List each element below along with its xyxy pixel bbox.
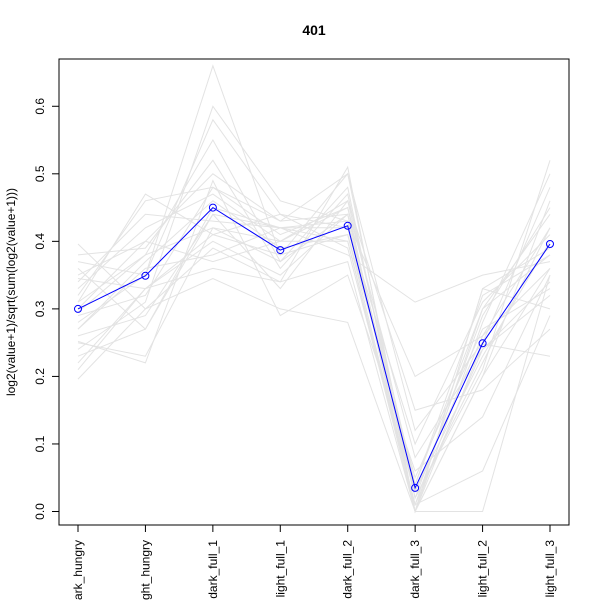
background-series-line xyxy=(77,227,551,506)
y-axis: 0.0 0.1 0.2 0.3 0.4 0.5 0.6 xyxy=(33,98,60,520)
y-tick-label: 0.6 xyxy=(33,98,47,115)
x-tick-label: dark_full_1 xyxy=(206,540,220,599)
highlight-series-group xyxy=(74,203,554,492)
background-series-line xyxy=(77,206,551,513)
background-series-line xyxy=(77,118,551,507)
background-series-line xyxy=(77,105,551,493)
background-series-line xyxy=(77,173,551,500)
highlight-series-point xyxy=(411,483,420,492)
x-tick-label: ght_hungry xyxy=(138,540,152,600)
y-tick-label: 0.0 xyxy=(33,503,47,520)
background-series-line xyxy=(77,172,551,432)
background-series-line xyxy=(77,247,551,514)
y-tick-label: 0.1 xyxy=(33,435,47,452)
highlight-series-point xyxy=(208,203,217,212)
background-series-line xyxy=(77,179,551,472)
x-tick-label: ark_hungry xyxy=(71,540,85,600)
x-tick-label: light_full_3 xyxy=(543,540,557,598)
background-series-line xyxy=(77,165,551,512)
x-tick-label: dark_full_2 xyxy=(341,540,355,599)
y-tick-label: 0.2 xyxy=(33,368,47,385)
background-series-line xyxy=(77,199,551,411)
y-tick-label: 0.3 xyxy=(33,300,47,317)
background-series-line xyxy=(77,277,551,513)
y-tick-label: 0.5 xyxy=(33,165,47,182)
highlight-series-point xyxy=(74,304,82,313)
x-axis: ark_hungry ght_hungry dark_full_1 light_ful… xyxy=(71,524,557,600)
highlight-series-line xyxy=(77,206,551,490)
y-axis-label: log2(value+1)/sqrt(sum(log2(value+1))) xyxy=(4,188,18,396)
highlight-series-point xyxy=(276,246,285,255)
highlight-series-point xyxy=(546,240,554,248)
chart-title: 401 xyxy=(302,22,326,38)
x-tick-label: dark_full_3 xyxy=(408,540,422,599)
x-tick-label: light_full_2 xyxy=(476,540,490,598)
background-series-group xyxy=(77,64,551,514)
background-series-line xyxy=(77,64,551,500)
highlight-series-point xyxy=(343,221,352,230)
x-tick-label: light_full_1 xyxy=(273,540,287,598)
y-tick-label: 0.4 xyxy=(33,233,47,250)
highlight-series-point xyxy=(141,271,150,280)
highlight-series-point xyxy=(478,339,487,348)
background-series-line xyxy=(77,200,551,507)
